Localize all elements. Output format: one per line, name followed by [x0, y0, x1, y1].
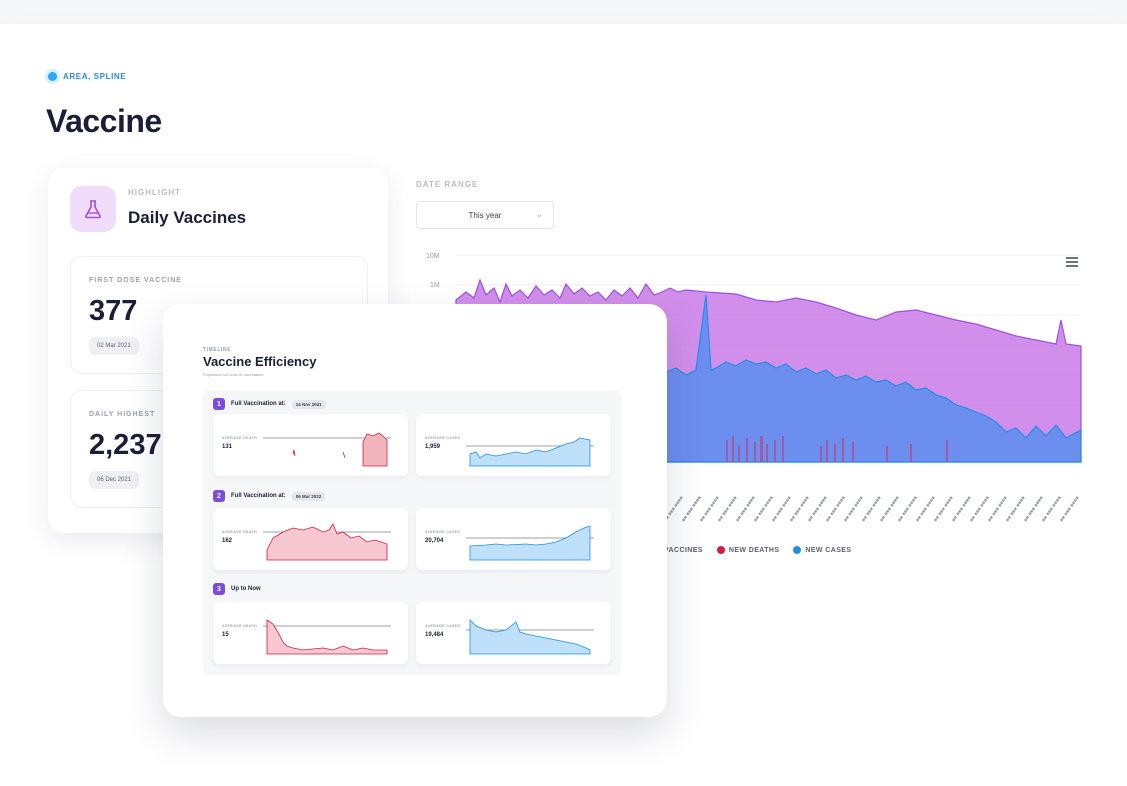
legend-label: VACCINES [664, 546, 703, 554]
mini-sparkline [263, 432, 391, 467]
new-cases-area [665, 294, 1082, 463]
section-number: 1 [213, 398, 225, 410]
date-range-value: This year [468, 210, 502, 220]
mini-chart-cases: AVERAGE CASES 20,704 [416, 508, 611, 570]
efficiency-panel: 1 Full Vaccination at: 14 Nov 2021 AVERA… [203, 390, 621, 675]
new-deaths-bars [726, 436, 948, 462]
top-strip [0, 0, 1127, 24]
y-tick-label: 10M [426, 253, 440, 260]
mini-chart-deaths: AVERAGE DEATH 15 [213, 602, 408, 664]
mini-label: AVERAGE CASES [425, 624, 461, 628]
mini-sparkline [263, 523, 391, 561]
mini-label: AVERAGE DEATH [222, 530, 258, 534]
chart-legend: VACCINES NEW DEATHS NEW CASES [664, 546, 851, 554]
legend-item-new-deaths[interactable]: NEW DEATHS [716, 546, 780, 554]
section-header: 1 Full Vaccination at: 14 Nov 2021 [213, 398, 326, 410]
mini-label: AVERAGE DEATH [222, 624, 258, 628]
legend-item-vaccines[interactable]: VACCINES [664, 546, 703, 554]
mini-sparkline [466, 525, 594, 561]
section-title: Up to Now [231, 586, 261, 592]
page-title: Vaccine [46, 103, 162, 139]
mini-value: 1,959 [425, 444, 441, 450]
mini-sparkline [263, 619, 391, 655]
breadcrumb-text: AREA, SPLINE [63, 72, 127, 81]
mini-chart-cases: AVERAGE CASES 19,484 [416, 602, 611, 664]
stat-date-badge: 02 Mar 2021 [89, 337, 139, 355]
section-date-badge: 06 Mar 2022 [291, 491, 326, 501]
mini-sparkline [466, 437, 594, 467]
section-title: Full Vaccination at: [231, 493, 286, 499]
mini-value: 20,704 [425, 538, 444, 544]
mini-chart-deaths: AVERAGE DEATH 162 [213, 508, 408, 570]
mini-sparkline [466, 619, 594, 655]
mini-value: 15 [222, 632, 229, 638]
mini-value: 162 [222, 538, 233, 544]
legend-dot-icon [716, 546, 725, 554]
date-range-label: DATE RANGE [416, 180, 479, 189]
mini-label: AVERAGE DEATH [222, 436, 258, 440]
efficiency-title: Vaccine Efficiency [203, 354, 317, 369]
legend-label: NEW CASES [805, 546, 852, 554]
section-header: 3 Up to Now [213, 583, 261, 595]
section-title: Full Vaccination at: [231, 401, 286, 407]
efficiency-subtitle: Population full dose of vaccination [203, 372, 264, 377]
section-header: 2 Full Vaccination at: 06 Mar 2022 [213, 490, 326, 502]
date-range-select[interactable]: This year ⌄ [416, 201, 554, 229]
flask-icon [70, 186, 116, 232]
chevron-down-icon: ⌄ [535, 209, 543, 219]
stat-label: DAILY HIGHEST [89, 411, 156, 418]
mini-label: AVERAGE CASES [425, 436, 461, 440]
stat-value: 2,237 [89, 429, 162, 461]
legend-item-new-cases[interactable]: NEW CASES [793, 546, 851, 554]
mini-chart-deaths: AVERAGE DEATH 131 [213, 414, 408, 476]
highlight-title: Daily Vaccines [128, 208, 247, 227]
mini-value: 131 [222, 444, 233, 450]
legend-dot-icon [793, 546, 802, 554]
breadcrumb-dot-icon [48, 72, 57, 81]
efficiency-label: TIMELINE [203, 347, 232, 353]
x-tick-labels: ■■ ■■■ ■■■■ ■■ ■■■ ■■■■ ■■ ■■■ ■■■■ ■■ ■… [663, 495, 1081, 523]
legend-label: NEW DEATHS [728, 546, 780, 554]
mini-value: 19,484 [425, 632, 444, 638]
stat-value: 377 [89, 295, 138, 327]
stat-label: FIRST DOSE VACCINE [89, 277, 182, 284]
stat-date-badge: 06 Dec 2021 [89, 471, 140, 489]
vaccine-efficiency-card: TIMELINE Vaccine Efficiency Population f… [163, 304, 667, 717]
highlight-label: HIGHLIGHT [128, 188, 181, 197]
section-number: 2 [213, 490, 225, 502]
mini-label: AVERAGE CASES [425, 530, 461, 534]
y-tick-label: 1M [430, 282, 440, 289]
section-number: 3 [213, 583, 225, 595]
chart-menu-icon[interactable] [1066, 257, 1078, 267]
breadcrumb: AREA, SPLINE [48, 72, 126, 81]
mini-chart-cases: AVERAGE CASES 1,959 [416, 414, 611, 476]
section-date-badge: 14 Nov 2021 [291, 399, 326, 409]
